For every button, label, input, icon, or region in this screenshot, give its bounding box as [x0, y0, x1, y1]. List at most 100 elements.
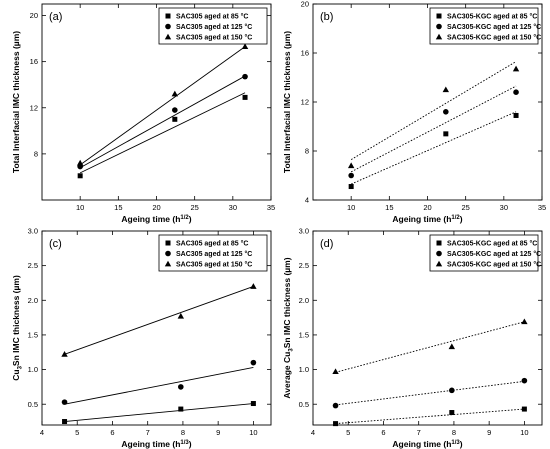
- legend-marker-triangle: [164, 260, 172, 267]
- y-axis-title: Total Interfacial IMC thickness (µm): [282, 31, 292, 173]
- data-point-circle: [332, 402, 339, 409]
- data-point-circle: [172, 107, 178, 113]
- x-axis-title-text: Ageing time (h: [121, 439, 180, 449]
- legend-marker-triangle: [435, 260, 443, 267]
- data-point-triangle: [512, 65, 520, 72]
- legend-marker-triangle: [435, 33, 443, 40]
- fit-line-triangle: [79, 46, 246, 166]
- y-axis-title-text: Cu: [11, 369, 21, 380]
- data-point-square: [172, 116, 178, 122]
- x-axis-title: Ageing time (h1/3): [121, 439, 191, 449]
- legend-marker-triangle: [164, 33, 172, 40]
- data-point-square: [513, 112, 519, 118]
- y-tick-label: 1.0: [299, 365, 309, 374]
- data-point-circle: [443, 109, 449, 115]
- legend-entry: SAC305-KGC aged at 85 °C: [447, 13, 537, 21]
- x-tick-label: 8: [452, 428, 456, 437]
- y-tick-label: 16: [30, 57, 38, 66]
- legend-entry: SAC305-KGC aged at 85 °C: [447, 240, 537, 248]
- y-axis-title-text: Total Interfacial IMC thickness (µm): [11, 31, 21, 173]
- y-tick-label: 2.0: [299, 296, 309, 305]
- fit-line-square: [79, 92, 246, 174]
- x-tick-label: 35: [267, 203, 275, 212]
- data-point-triangle: [332, 368, 339, 375]
- y-tick-label: 16: [301, 49, 309, 58]
- plot-frame: [312, 230, 543, 426]
- x-axis-title-close: ): [189, 439, 192, 449]
- chart-panel-2: 10 15 20 25 30 35 4 8 12 16 20 Ageing time (h1/2) To…: [282, 0, 546, 224]
- y-tick-label: 12: [30, 103, 38, 112]
- chart-panel-4: 4 5 6 7 8 9 10 0.5 1.0 1.5 2.0 2.5 3.0 Ageing time (h…: [282, 227, 543, 449]
- x-axis-title-text: Ageing time (h: [121, 214, 180, 224]
- legend-entry: SAC305 aged at 125 °C: [176, 23, 252, 31]
- legend-entry: SAC305 aged at 150 °C: [176, 34, 252, 42]
- y-tick-label: 1.0: [28, 365, 38, 374]
- panel-label: (b): [320, 11, 333, 23]
- data-point-square: [443, 131, 449, 137]
- legend-marker-square: [165, 13, 171, 19]
- x-tick-label: 35: [538, 203, 546, 212]
- chart-panel-3: 4 5 6 7 8 9 10 0.5 1.0 1.5 2.0 2.5 3.0 Ageing time (h…: [11, 227, 272, 449]
- legend: SAC305-KGC aged at 85 °C SAC305-KGC aged …: [429, 7, 541, 45]
- data-point-triangle: [448, 343, 456, 350]
- x-tick-label: 25: [461, 203, 469, 212]
- legend-entry: SAC305 aged at 150 °C: [176, 261, 252, 269]
- legend-marker-circle: [436, 23, 442, 30]
- fit-line-square: [350, 111, 517, 185]
- data-point-triangle: [442, 86, 450, 93]
- data-point-triangle: [241, 43, 249, 50]
- y-axis-title-subscript: 3: [18, 365, 24, 369]
- x-axis-title: Ageing time (h1/2): [392, 214, 462, 224]
- data-point-square: [449, 410, 455, 416]
- y-tick-label: 12: [301, 98, 309, 107]
- y-tick-label: 20: [301, 0, 309, 9]
- data-point-square: [333, 421, 339, 427]
- x-tick-label: 6: [381, 428, 385, 437]
- data-point-circle: [521, 377, 528, 384]
- y-tick-label: 3.0: [299, 227, 309, 236]
- data-point-square: [521, 406, 527, 412]
- legend-entry: SAC305-KGC aged at 150 °C: [447, 261, 541, 269]
- data-point-circle: [242, 73, 248, 80]
- y-axis-title-rest: Sn IMC thickness (µm): [282, 257, 292, 348]
- legend-marker-circle: [436, 250, 442, 257]
- x-tick-label: 20: [423, 203, 431, 212]
- legend: SAC305 aged at 85 °C SAC305 aged at 125 °…: [158, 7, 268, 45]
- x-axis-title-close: ): [460, 214, 463, 224]
- x-tick-label: 30: [500, 203, 508, 212]
- legend-entry: SAC305-KGC aged at 125 °C: [447, 23, 541, 31]
- fit-line-square: [64, 403, 254, 422]
- x-axis-title-exponent: 1/3: [180, 440, 189, 446]
- legend-box: [158, 7, 268, 45]
- x-axis-title-exponent: 1/2: [180, 215, 189, 221]
- x-tick-label: 20: [152, 203, 160, 212]
- y-axis-title-rest: Sn IMC thickness (µm): [11, 275, 21, 366]
- panel-label: (c): [49, 238, 62, 250]
- data-point-circle: [178, 384, 184, 390]
- y-tick-label: 0.5: [299, 400, 309, 409]
- legend-entry: SAC305 aged at 85 °C: [176, 240, 248, 248]
- legend-marker-square: [165, 240, 171, 246]
- data-point-triangle: [250, 283, 257, 289]
- data-point-square: [250, 401, 256, 407]
- data-point-circle: [348, 172, 354, 179]
- x-tick-label: 5: [75, 428, 79, 437]
- y-tick-label: 2.5: [28, 261, 38, 270]
- panel-label: (d): [320, 238, 333, 250]
- chart-panel-1: 10 15 20 25 30 35 8 12 16 20 Ageing time (h1/2) Tot…: [11, 3, 275, 224]
- data-point-square: [242, 94, 248, 100]
- legend-marker-circle: [165, 250, 171, 257]
- data-point-square: [348, 184, 354, 190]
- fit-line-circle: [79, 75, 246, 169]
- plot-frame: [41, 230, 272, 426]
- legend-marker-circle: [165, 23, 171, 30]
- x-tick-label: 10: [76, 203, 84, 212]
- x-tick-label: 10: [347, 203, 355, 212]
- y-axis-title: Average Cu3Sn IMC thickness (µm): [282, 257, 295, 398]
- legend-box: [158, 234, 268, 272]
- data-point-square: [77, 173, 83, 179]
- data-point-circle: [513, 89, 519, 95]
- y-tick-label: 20: [30, 11, 38, 20]
- data-point-triangle: [61, 351, 68, 357]
- x-axis-title-text: Ageing time (h: [392, 439, 451, 449]
